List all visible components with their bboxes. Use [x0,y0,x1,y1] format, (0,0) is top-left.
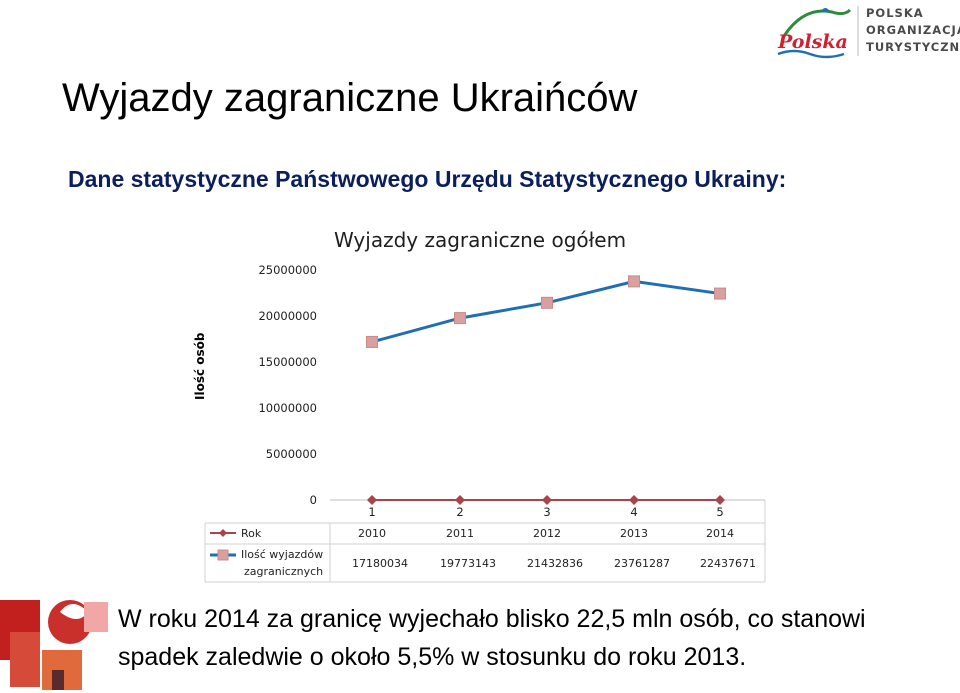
table-row-label-rok: Rok [241,527,262,540]
table-row-label-wyjazdy-line-2: zagranicznych [244,565,323,578]
decorative-illustration [0,600,108,690]
caption-line-2: spadek zaledwie o około 5,5% w stosunku … [118,643,747,671]
table-cell-year: 2012 [533,527,561,540]
x-tick-label: 5 [716,505,723,519]
table-cell-value: 22437671 [700,557,756,570]
page-title: Wyjazdy zagraniczne Ukraińców [62,76,638,120]
y-tick-label: 10000000 [258,401,317,415]
polska-logo: Polska [777,6,859,59]
y-tick-label: 15000000 [258,355,317,369]
table-cell-value: 21432836 [527,557,583,570]
page-subtitle: Dane statystyczne Państwowego Urzędu Sta… [68,166,787,192]
logo-brand-line-3: TURYSTYCZNA [866,40,960,54]
x-tick-label: 3 [543,505,550,519]
logo-brand-line-2: ORGANIZACJA [866,23,960,37]
logo-wave-icon [777,49,845,59]
table-cell-year: 2011 [446,527,474,540]
legend-key-marker-wyjazdy [217,549,229,561]
y-tick-label: 25000000 [258,263,317,277]
table-cell-year: 2010 [358,527,386,540]
y-tick-label: 20000000 [258,309,317,323]
caption-line-1: W roku 2014 za granicę wyjechało blisko … [118,605,866,633]
series-2-point [454,312,466,325]
logo-swoosh-icon [782,8,852,37]
table-cell-value: 17180034 [352,557,408,570]
y-tick-label: 0 [310,493,317,507]
series-1-point [542,494,552,505]
table-cell-year: 2014 [706,527,734,540]
legend-key-marker-rok [219,529,227,537]
series-1-point [715,494,725,505]
x-tick-label: 4 [630,505,637,519]
series-1-point [455,494,465,505]
line-chart: 0 5000000 10000000 15000000 20000000 25000000… [204,263,766,583]
chart-title: Wyjazdy zagraniczne ogółem [334,228,627,252]
logo-word: Polska [777,31,848,53]
logo-brand-line-1: POLSKA [866,6,924,20]
series-1-point [367,494,377,505]
series-line-2 [371,279,721,344]
series-2-point [714,287,726,300]
table-cell-value: 23761287 [614,557,670,570]
x-tick-label: 2 [456,505,463,519]
x-tick-label: 1 [368,505,375,519]
y-tick-label: 5000000 [266,447,317,461]
series-1-point [629,494,639,505]
series-2-point [366,335,378,348]
table-cell-value: 19773143 [440,557,496,570]
table-cell-year: 2013 [620,527,648,540]
table-row-label-wyjazdy-line-1: Ilość wyjazdów [241,548,323,561]
logo-bird-icon [820,8,830,12]
series-2-point [628,275,640,288]
caption: W roku 2014 za granicę wyjechało blisko … [118,600,866,676]
series-2-point [541,296,553,309]
